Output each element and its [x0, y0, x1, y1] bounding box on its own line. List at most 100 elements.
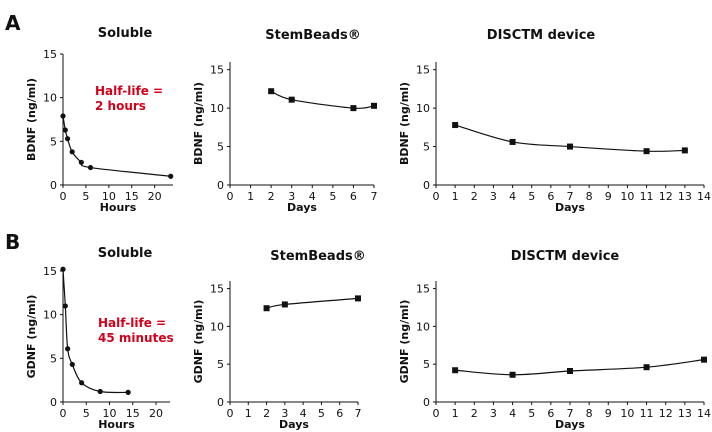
x-tick-label: 12	[659, 190, 673, 203]
x-tick-label: 13	[678, 190, 692, 203]
y-axis-label: BDNF (ng/ml)	[398, 82, 411, 165]
x-tick-label: 3	[281, 407, 288, 420]
data-point	[509, 371, 516, 378]
x-tick-label: 7	[567, 407, 574, 420]
x-tick-label: 10	[102, 190, 116, 203]
x-tick-label: 8	[586, 190, 593, 203]
x-tick-label: 7	[355, 407, 362, 420]
x-tick-label: 5	[83, 407, 90, 420]
y-tick-label: 5	[50, 352, 57, 365]
x-tick-label: 0	[433, 190, 440, 203]
data-point	[281, 301, 288, 308]
y-tick-label: 5	[423, 141, 430, 154]
y-tick-label: 10	[416, 102, 430, 115]
y-tick-label: 0	[423, 179, 430, 192]
data-point	[350, 105, 357, 112]
data-point	[268, 88, 275, 95]
data-point	[64, 136, 71, 142]
data-point	[125, 389, 131, 395]
chart-1: Soluble 0 5 10 15 0 5 10 15 20 Hours BDNF (ng/ml) Ha…	[25, 26, 174, 214]
y-axis-label: BDNF (ng/ml)	[25, 78, 38, 161]
series-line	[266, 297, 359, 309]
x-tick-label: 0	[60, 407, 67, 420]
data-point	[69, 361, 75, 368]
data-point	[263, 305, 270, 312]
x-tick-label: 5	[318, 407, 325, 420]
x-tick-label: 11	[640, 190, 654, 203]
x-tick-label: 13	[678, 407, 692, 420]
x-tick-label: 12	[659, 407, 673, 420]
y-axis-label: GDNF (ng/ml)	[25, 295, 38, 379]
y-tick-label: 15	[416, 64, 430, 77]
x-tick-label: 4	[509, 190, 516, 203]
x-tick-label: 3	[490, 407, 497, 420]
data-point	[79, 380, 85, 386]
data-point	[355, 295, 361, 302]
y-tick-label: 15	[210, 64, 224, 77]
y-tick-label: 15	[416, 283, 430, 296]
x-tick-label: 15	[126, 407, 140, 420]
data-point	[97, 388, 103, 395]
x-tick-label: 11	[640, 407, 654, 420]
data-point	[62, 127, 68, 133]
x-tick-label: 6	[547, 190, 554, 203]
x-axis-label: Hours	[100, 201, 137, 214]
data-point	[567, 367, 573, 374]
data-point	[567, 143, 573, 150]
chart-title: DISCTM device	[511, 249, 620, 264]
x-tick-label: 5	[528, 407, 535, 420]
x-tick-label: 9	[605, 190, 612, 203]
y-tick-label: 0	[50, 396, 57, 409]
data-point	[60, 266, 66, 272]
y-tick-label: 10	[43, 309, 57, 322]
x-tick-label: 7	[371, 190, 378, 203]
y-tick-label: 0	[423, 396, 430, 409]
x-tick-label: 0	[227, 190, 234, 203]
series-line	[270, 90, 375, 109]
half-life-annotation: 45 minutes	[98, 331, 174, 345]
x-tick-label: 15	[125, 190, 139, 203]
x-tick-label: 7	[567, 190, 574, 203]
panel-label-b: B	[5, 230, 20, 254]
y-tick-label: 10	[416, 320, 430, 333]
chart-title: Soluble	[98, 26, 153, 41]
data-point	[65, 346, 71, 352]
data-point	[452, 122, 459, 129]
data-point	[78, 159, 84, 165]
y-tick-label: 0	[217, 396, 224, 409]
y-tick-label: 10	[210, 102, 224, 115]
data-point	[452, 367, 459, 374]
chart-4: Soluble 0 5 10 15 0 5 10 15 20 Hours GDNF (ng/ml) Ha…	[25, 246, 174, 431]
x-tick-label: 0	[433, 407, 440, 420]
x-tick-label: 14	[697, 407, 711, 420]
y-tick-label: 5	[423, 358, 430, 371]
chart-title: StemBeads®	[265, 28, 360, 43]
x-axis-label: Days	[287, 201, 317, 214]
panel-label-a: A	[5, 11, 21, 35]
x-tick-label: 10	[620, 407, 634, 420]
data-point	[60, 113, 66, 119]
x-tick-label: 4	[509, 407, 516, 420]
y-axis-label: GDNF (ng/ml)	[192, 300, 205, 384]
x-tick-label: 3	[288, 190, 295, 203]
x-tick-label: 3	[490, 190, 497, 203]
x-axis-label: Days	[279, 418, 309, 431]
chart-title: Soluble	[98, 246, 153, 261]
x-tick-label: 10	[620, 190, 634, 203]
chart-title: StemBeads®	[270, 249, 365, 264]
x-tick-label: 8	[586, 407, 593, 420]
x-tick-label: 1	[247, 190, 254, 203]
x-tick-label: 20	[148, 190, 162, 203]
y-tick-label: 15	[210, 283, 224, 296]
x-tick-label: 6	[547, 407, 554, 420]
x-axis-label: Days	[555, 201, 585, 214]
x-tick-label: 0	[60, 190, 67, 203]
data-point	[288, 96, 295, 103]
y-tick-label: 0	[217, 179, 224, 192]
half-life-annotation: Half-life =	[98, 316, 166, 330]
x-tick-label: 9	[605, 407, 612, 420]
series-line	[455, 359, 705, 376]
